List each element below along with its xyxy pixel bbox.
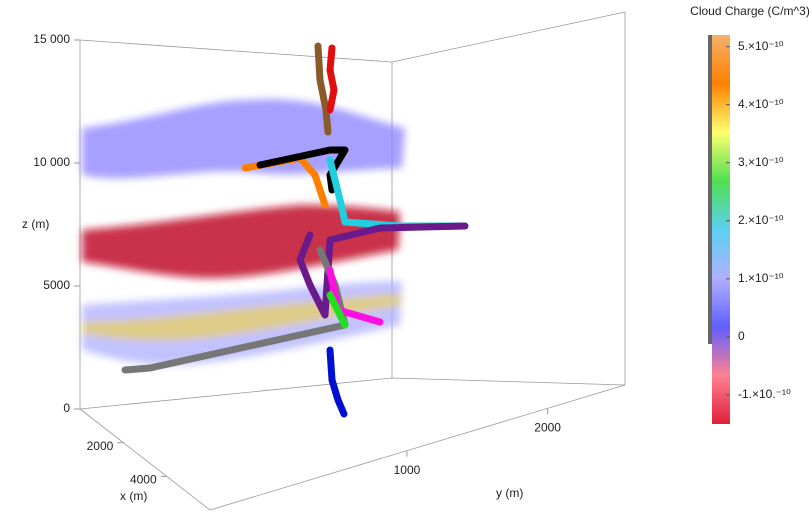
colorbar-title: Cloud Charge (C/m^3)	[690, 4, 810, 18]
colorbar-tick-label: 3.×10⁻¹⁰	[738, 155, 784, 169]
x-tick-label: 2000	[87, 439, 114, 453]
z-tick-label: 10 000	[33, 155, 70, 169]
colorbar-tick-label: 0	[738, 329, 745, 343]
colorbar-tick-label: -1.×10.⁻¹⁰	[738, 387, 791, 401]
lightning-channels	[121, 42, 469, 418]
colorbar-tick-label: 2.×10⁻¹⁰	[738, 213, 784, 227]
box	[79, 11, 626, 511]
y-tick-label: 2000	[534, 420, 561, 434]
y-axis-label: y (m)	[496, 486, 523, 500]
x-axis-label: x (m)	[120, 489, 147, 503]
colorbar-tick-label: 1.×10⁻¹⁰	[738, 271, 784, 285]
z-tick-label: 15 000	[33, 32, 70, 46]
colorbar-tick-label: 5.×10⁻¹⁰	[738, 39, 784, 53]
z-axis-label: z (m)	[22, 217, 49, 231]
x-tick-label: 4000	[130, 473, 157, 487]
z-tick-label: 5000	[43, 278, 70, 292]
y-tick-label: 1000	[394, 463, 421, 477]
colorbar	[712, 35, 730, 424]
colorbar-shadow	[708, 35, 712, 344]
colorbar-tick-label: 4.×10⁻¹⁰	[738, 97, 784, 111]
z-tick-label: 0	[63, 401, 70, 415]
